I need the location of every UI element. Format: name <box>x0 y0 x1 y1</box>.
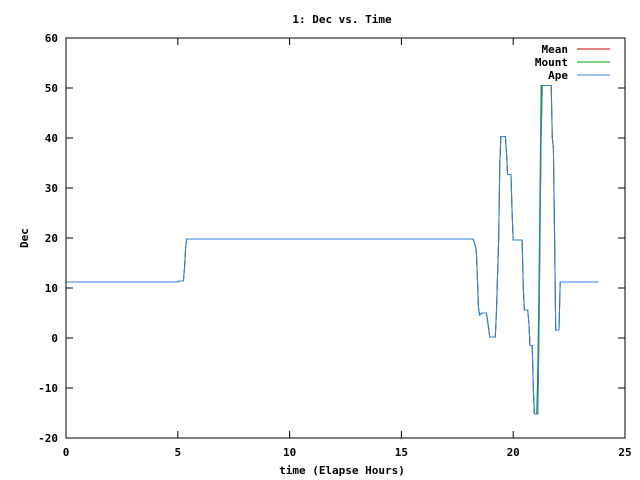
y-tick-label: -20 <box>38 432 58 445</box>
legend-label: Mean <box>542 43 569 56</box>
legend-label: Ape <box>548 69 568 82</box>
series-line-ape <box>66 85 599 415</box>
y-tick-label: 0 <box>51 332 58 345</box>
x-tick-label: 25 <box>618 446 631 459</box>
x-tick-label: 0 <box>63 446 70 459</box>
y-tick-label: 20 <box>45 232 58 245</box>
y-tick-label: 60 <box>45 32 58 45</box>
y-tick-label: 30 <box>45 182 58 195</box>
y-tick-label: 40 <box>45 132 58 145</box>
x-tick-label: 20 <box>507 446 520 459</box>
chart-title: 1: Dec vs. Time <box>292 13 392 26</box>
x-tick-label: 10 <box>283 446 296 459</box>
y-tick-label: 10 <box>45 282 58 295</box>
x-tick-label: 5 <box>174 446 181 459</box>
series-line-mean <box>66 85 599 415</box>
legend-label: Mount <box>535 56 568 69</box>
y-tick-label: -10 <box>38 382 58 395</box>
x-axis-label: time (Elapse Hours) <box>279 464 405 477</box>
series-layer <box>66 85 599 415</box>
series-line-mount <box>66 85 599 415</box>
x-tick-label: 15 <box>395 446 408 459</box>
axis-ticks: 0 5 10 15 20 25 -20 -10 0 10 20 30 40 50 60 <box>38 32 632 459</box>
y-tick-label: 50 <box>45 82 58 95</box>
y-axis-label: Dec <box>18 228 31 248</box>
